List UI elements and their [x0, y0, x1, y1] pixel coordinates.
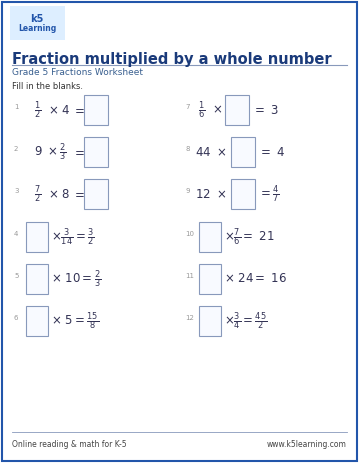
Text: $\times\frac{7}{6}=\ 21$: $\times\frac{7}{6}=\ 21$: [224, 226, 275, 248]
Text: Grade 5 Fractions Worksheet: Grade 5 Fractions Worksheet: [12, 68, 143, 77]
Text: $\times$: $\times$: [212, 104, 222, 117]
Text: $\times\frac{3}{4}=\frac{45}{2}$: $\times\frac{3}{4}=\frac{45}{2}$: [224, 310, 267, 332]
Text: $\times\ 5=\frac{15}{8}$: $\times\ 5=\frac{15}{8}$: [51, 310, 99, 332]
Text: Fill in the blanks.: Fill in the blanks.: [12, 82, 83, 91]
Bar: [84, 137, 108, 167]
Bar: [225, 95, 249, 125]
Text: $=\ 3$: $=\ 3$: [252, 104, 279, 117]
Text: 5: 5: [14, 273, 18, 279]
Bar: [26, 264, 48, 294]
Bar: [199, 306, 221, 336]
Text: $12\ \times$: $12\ \times$: [195, 188, 226, 200]
Text: Fraction multiplied by a whole number: Fraction multiplied by a whole number: [12, 52, 332, 67]
Text: 4: 4: [14, 231, 18, 237]
Text: Online reading & math for K-5: Online reading & math for K-5: [12, 440, 127, 449]
Bar: [231, 179, 255, 209]
Text: $\times\ 8$: $\times\ 8$: [48, 188, 70, 200]
Text: k5: k5: [30, 14, 44, 24]
Bar: [199, 264, 221, 294]
Bar: [26, 222, 48, 252]
Text: $\frac{7}{2}$: $\frac{7}{2}$: [34, 183, 41, 205]
Text: $\frac{1}{6}$: $\frac{1}{6}$: [198, 99, 205, 121]
Text: $9\ \times\frac{2}{3}$: $9\ \times\frac{2}{3}$: [34, 141, 67, 163]
Text: www.k5learning.com: www.k5learning.com: [267, 440, 347, 449]
Text: 3: 3: [14, 188, 19, 194]
Text: $=$: $=$: [72, 104, 85, 117]
Text: $=\frac{4}{7}$: $=\frac{4}{7}$: [258, 183, 280, 205]
Bar: [26, 306, 48, 336]
Text: 11: 11: [185, 273, 194, 279]
Bar: [10, 6, 65, 40]
Text: 7: 7: [185, 104, 190, 110]
Bar: [84, 179, 108, 209]
Text: $\frac{1}{2}$: $\frac{1}{2}$: [34, 99, 41, 121]
Text: 2: 2: [14, 146, 18, 152]
Text: $\times\ 10=\frac{2}{3}$: $\times\ 10=\frac{2}{3}$: [51, 268, 101, 290]
Text: 1: 1: [14, 104, 19, 110]
Text: $=$: $=$: [72, 188, 85, 200]
Text: Learning: Learning: [18, 24, 56, 33]
Text: 9: 9: [185, 188, 190, 194]
Text: $\times\ 4$: $\times\ 4$: [48, 104, 70, 117]
Text: 12: 12: [185, 315, 194, 321]
Text: 10: 10: [185, 231, 194, 237]
Text: $=$: $=$: [72, 145, 85, 158]
Bar: [231, 137, 255, 167]
Text: $\times\ 24=\ 16$: $\times\ 24=\ 16$: [224, 273, 287, 286]
Bar: [84, 95, 108, 125]
Bar: [199, 222, 221, 252]
Text: $\times\frac{3}{14}=\frac{3}{2}$: $\times\frac{3}{14}=\frac{3}{2}$: [51, 226, 94, 248]
Text: $44\ \times$: $44\ \times$: [195, 145, 226, 158]
Text: 8: 8: [185, 146, 190, 152]
Text: 6: 6: [14, 315, 19, 321]
Text: $=\ 4$: $=\ 4$: [258, 145, 285, 158]
